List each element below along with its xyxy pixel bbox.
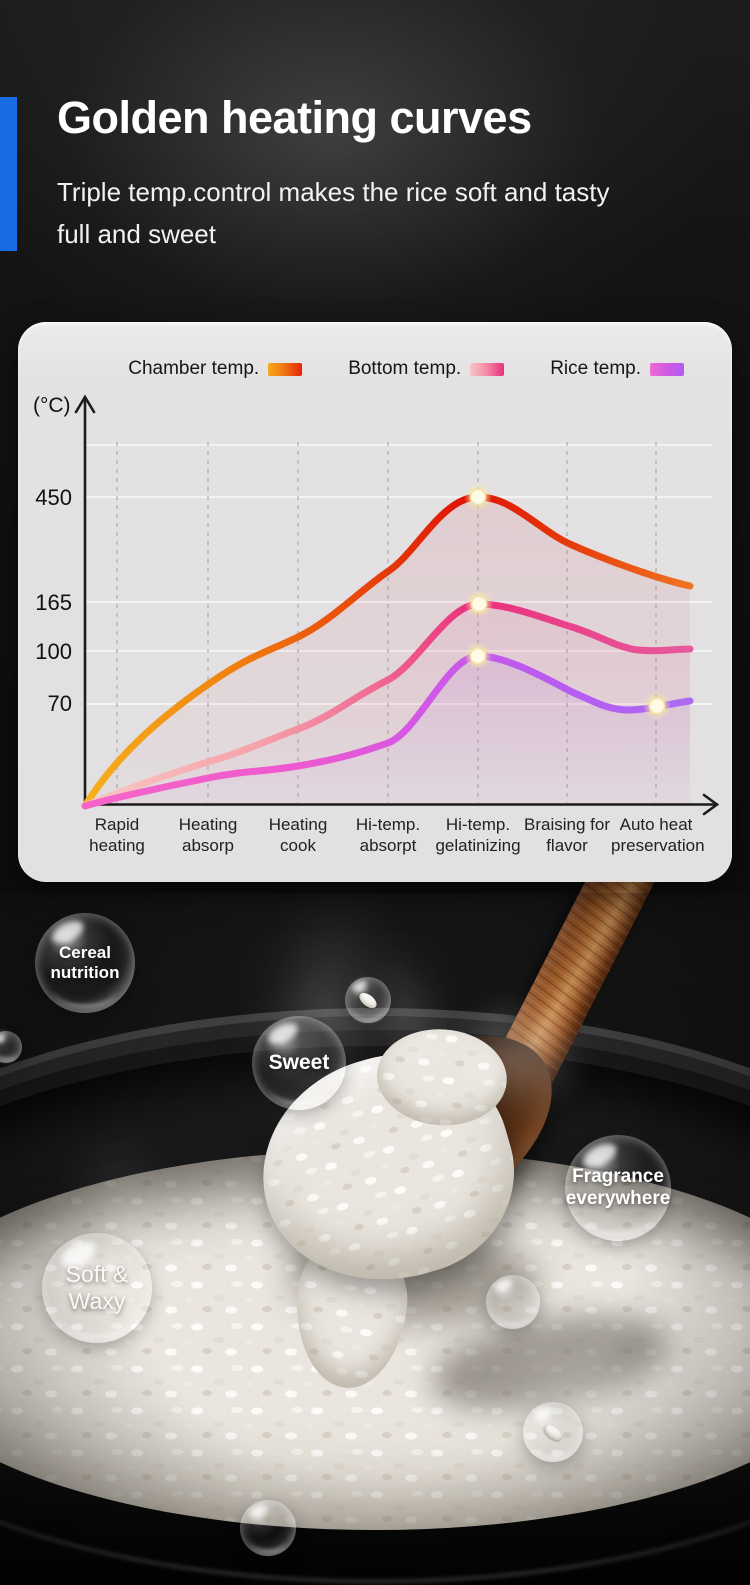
x-label-hi-temp-absorpt: Hi-temp. absorpt (355, 815, 421, 855)
chart-legend: Chamber temp. Bottom temp. Rice temp. (18, 358, 732, 380)
blue-accent-bar (0, 97, 17, 251)
legend-label: Bottom temp. (348, 358, 462, 379)
decor-bubble (486, 1275, 540, 1329)
subtitle-line-2: full and sweet (57, 219, 216, 249)
bubble-cereal-nutrition: Cereal nutrition (35, 913, 135, 1013)
pot-rim-highlight (0, 1120, 750, 1583)
x-label-braising-for-flavor: Braising for flavor (524, 815, 610, 855)
decor-bubble (523, 1402, 583, 1462)
y-tick-70: 70 (47, 691, 72, 716)
page-subtitle: Triple temp.control makes the rice soft … (57, 171, 707, 255)
rice-grain-icon (541, 1421, 565, 1443)
subtitle-line-1: Triple temp.control makes the rice soft … (57, 177, 610, 207)
legend-item-chamber-temp: Chamber temp. (128, 358, 303, 380)
legend-label: Rice temp. (550, 358, 641, 379)
heating-curves-card: Chamber temp. Bottom temp. Rice temp. (°… (18, 322, 732, 882)
peak-marker-chamber-450 (464, 483, 492, 511)
rice-temp-curve (81, 652, 694, 810)
y-tick-165: 165 (35, 590, 72, 615)
axes (74, 394, 720, 816)
bubble-label: Fragrance everywhere (565, 1165, 671, 1209)
x-label-hi-temp-gelatinizing: Hi-temp. gelatinizing (435, 815, 521, 855)
legend-label: Chamber temp. (128, 358, 260, 379)
bubble-label: Soft & Waxy (65, 1260, 129, 1314)
legend-swatch-bottom (470, 362, 505, 376)
bubble-soft-waxy: Soft & Waxy (42, 1233, 152, 1343)
decor-bubble (345, 977, 391, 1023)
y-tick-100: 100 (35, 639, 72, 664)
x-label-heating-absorp: Heating absorp (178, 815, 238, 855)
peak-marker-bottom-165 (465, 590, 493, 618)
page-title: Golden heating curves (57, 92, 532, 143)
x-label-heating-cook: Heating cook (268, 815, 328, 855)
x-label-rapid-heating: Rapid heating (89, 815, 145, 855)
y-axis-unit-label: (°C) (33, 394, 71, 417)
peak-marker-rice-100 (464, 642, 492, 670)
rice-grain-icon (356, 989, 380, 1011)
y-tick-450: 450 (35, 485, 72, 510)
legend-swatch-rice (650, 362, 684, 376)
legend-item-bottom-temp: Bottom temp. (348, 358, 505, 380)
decor-bubble (0, 1031, 22, 1063)
bottom-temp-curve (81, 600, 694, 810)
bubble-label: Sweet (268, 1050, 330, 1074)
x-label-auto-heat-preservation: Auto heat preservation (611, 815, 705, 855)
marker-rice-70 (643, 692, 671, 720)
bubble-label: Cereal nutrition (50, 942, 120, 982)
decor-bubble (240, 1500, 296, 1556)
legend-swatch-chamber (268, 362, 303, 376)
bubble-sweet: Sweet (252, 1016, 346, 1110)
legend-item-rice-temp: Rice temp. (550, 358, 684, 380)
rice-temp-area (85, 656, 690, 806)
heating-curves-plot (74, 394, 720, 816)
bubble-fragrance-everywhere: Fragrance everywhere (565, 1135, 671, 1241)
chamber-temp-curve (81, 493, 694, 810)
